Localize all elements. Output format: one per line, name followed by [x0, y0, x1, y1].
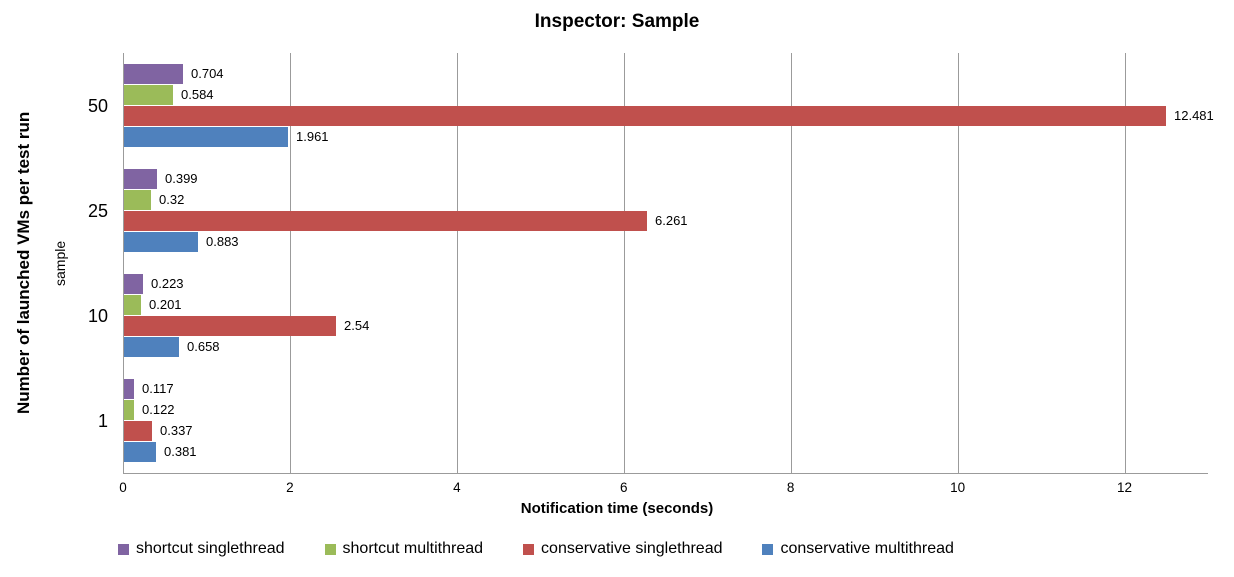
legend-label: shortcut multithread: [342, 540, 484, 557]
bar-value-label: 0.223: [151, 275, 184, 291]
bar: [124, 315, 336, 336]
legend-swatch: [118, 543, 129, 555]
category-label: 50: [87, 95, 108, 116]
plot-area: 0.704 0.584 12.481 1.961 0.399 0.32 6.261 0.883…: [123, 53, 1214, 474]
y-axis-line: [123, 53, 124, 473]
bar: [124, 231, 198, 252]
bar: [124, 420, 152, 441]
x-tick-label: 12: [1117, 480, 1133, 495]
bar: [124, 336, 179, 357]
bar: [124, 210, 647, 231]
bar-value-label: 0.117: [142, 380, 174, 396]
bar-value-label: 0.381: [164, 443, 197, 459]
category-label: 25: [87, 200, 108, 221]
legend-label: conservative singlethread: [541, 540, 723, 557]
bar-value-label: 0.201: [149, 296, 182, 312]
x-tick-label: 10: [950, 480, 966, 495]
bar-value-label: 1.961: [296, 128, 329, 144]
bar: [124, 273, 143, 294]
bar-value-label: 0.122: [142, 401, 175, 417]
bar-value-label: 0.658: [187, 338, 220, 354]
legend-swatch: [324, 543, 336, 555]
legend-swatch: [523, 543, 535, 555]
bar: [124, 84, 173, 105]
x-tick-label: 6: [620, 480, 628, 495]
bar-value-label: 0.704: [191, 65, 224, 81]
legend: shortcut singlethread shortcut multithrea…: [118, 540, 954, 558]
chart-title: Inspector: Sample: [534, 11, 700, 32]
gridline: [1124, 53, 1126, 473]
bar-value-label: 2.54: [344, 317, 370, 333]
category-label: 1: [97, 410, 108, 431]
x-axis-line: [123, 473, 1208, 474]
legend-item: shortcut multithread: [324, 540, 484, 558]
bar: [124, 441, 156, 462]
legend-item: shortcut singlethread: [118, 540, 285, 558]
x-axis-title: Notification time (seconds): [520, 500, 714, 517]
x-tick-label: 8: [786, 480, 795, 495]
gridline: [623, 53, 625, 473]
x-tick-label: 2: [286, 480, 294, 495]
gridline: [790, 53, 792, 473]
bar: [124, 399, 134, 420]
bar: [124, 168, 157, 189]
category-label: 10: [87, 305, 108, 326]
bar: [124, 378, 134, 399]
bar-value-label: 0.399: [165, 170, 198, 186]
bar-value-label: 0.32: [159, 191, 185, 207]
gridline: [957, 53, 959, 473]
bar-value-label: 6.261: [655, 212, 688, 228]
legend-swatch: [762, 543, 774, 555]
legend-label: shortcut singlethread: [136, 540, 285, 557]
legend-item: conservative singlethread: [523, 540, 722, 558]
bar-value-label: 0.883: [206, 233, 239, 249]
y-axis-title: Number of launched VMs per test run: [14, 111, 33, 415]
gridline: [289, 53, 291, 473]
gridline: [456, 53, 458, 473]
bar-value-label: 0.337: [160, 422, 193, 438]
bar-value-label: 0.584: [181, 86, 214, 102]
x-tick-label: 0: [119, 480, 127, 495]
legend-item: conservative multithread: [762, 540, 954, 558]
bar: [124, 189, 151, 210]
bar: [124, 294, 141, 315]
x-tick-label: 4: [453, 480, 461, 495]
bar: [124, 126, 288, 147]
bar: [124, 105, 1166, 126]
bar-value-label: 12.481: [1174, 107, 1214, 123]
legend-label: conservative multithread: [780, 540, 954, 557]
bar: [124, 63, 183, 84]
